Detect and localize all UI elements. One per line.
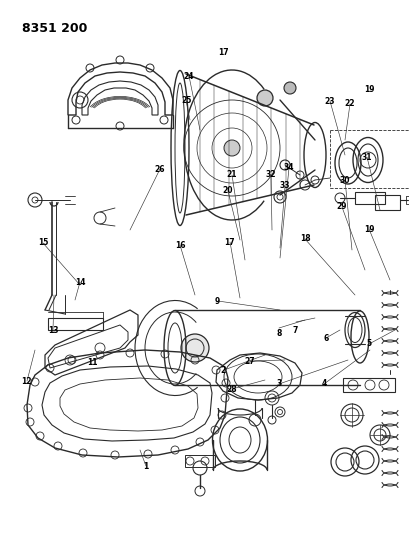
Text: 5: 5 [366,340,371,348]
Circle shape [223,140,239,156]
Text: 29: 29 [335,203,346,211]
Text: 24: 24 [183,72,193,80]
Bar [184,455,214,467]
Text: 30: 30 [338,176,349,184]
Bar [374,195,399,210]
Text: 20: 20 [222,187,232,195]
Text: 17: 17 [218,48,228,56]
Text: 7: 7 [292,326,297,335]
Circle shape [180,334,209,362]
Text: 27: 27 [244,357,255,366]
Bar [405,196,409,204]
Text: 26: 26 [154,165,165,174]
Circle shape [283,82,295,94]
Text: 3: 3 [276,379,281,388]
Text: 4: 4 [321,379,326,388]
Text: 6: 6 [323,334,328,343]
Text: 2: 2 [220,366,225,375]
Text: 15: 15 [38,238,48,247]
Text: 25: 25 [181,96,191,104]
Text: 12: 12 [21,377,32,385]
Circle shape [256,90,272,106]
Bar [48,318,103,330]
Text: 28: 28 [226,385,236,393]
Text: 14: 14 [74,278,85,287]
Text: 13: 13 [48,326,58,335]
Text: 23: 23 [324,97,335,106]
Text: 34: 34 [283,164,294,172]
Text: 9: 9 [214,297,219,305]
Text: 19: 19 [363,225,373,233]
Text: 17: 17 [224,238,234,247]
Text: 22: 22 [344,100,354,108]
Text: 8: 8 [275,329,281,337]
Text: 21: 21 [226,171,236,179]
Text: 33: 33 [279,181,290,190]
Text: 11: 11 [87,358,97,367]
Text: 32: 32 [265,171,275,179]
Bar [354,192,384,204]
Text: 31: 31 [361,153,371,161]
Text: 1: 1 [143,462,148,471]
Text: 16: 16 [175,241,185,249]
Text: 18: 18 [299,235,310,243]
Text: 19: 19 [363,85,373,94]
Text: 8351 200: 8351 200 [22,22,87,35]
Bar [342,378,394,392]
